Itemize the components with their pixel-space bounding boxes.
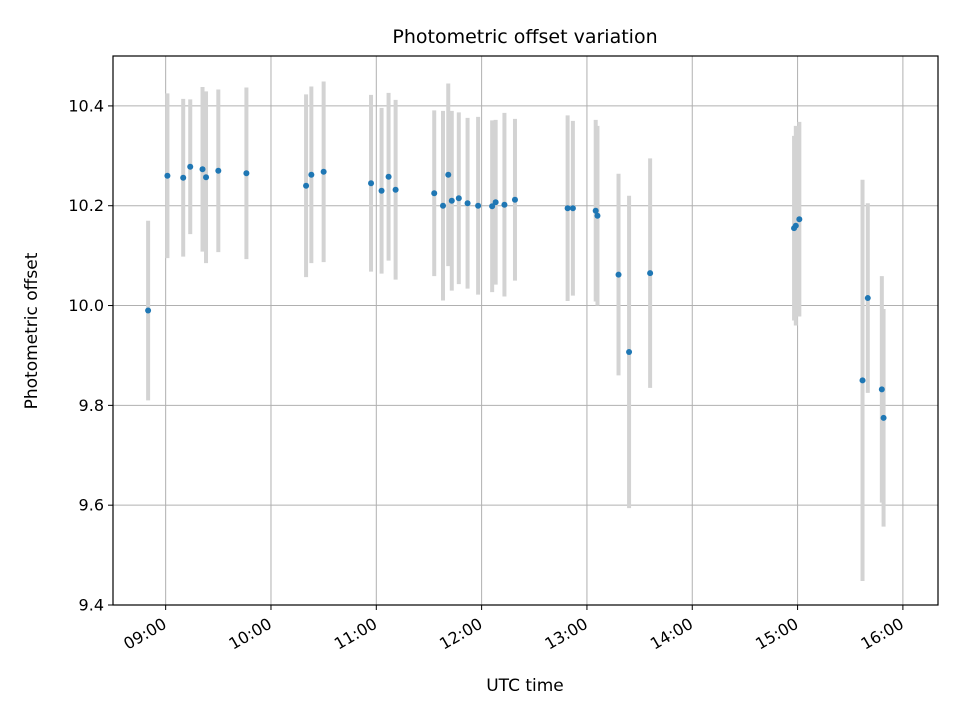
data-point xyxy=(489,203,496,210)
data-point xyxy=(378,187,385,194)
data-point xyxy=(145,307,152,314)
data-point xyxy=(187,163,194,170)
data-point xyxy=(385,173,392,180)
data-point xyxy=(215,167,222,174)
data-point xyxy=(564,205,571,212)
data-point xyxy=(626,348,633,355)
y-tick-label: 10.0 xyxy=(68,296,104,315)
data-point xyxy=(475,202,482,209)
data-point xyxy=(647,270,654,277)
data-point xyxy=(203,174,210,181)
data-point xyxy=(368,180,375,187)
data-point xyxy=(859,377,866,384)
data-point xyxy=(594,212,601,219)
data-point xyxy=(431,190,438,197)
chart-title: Photometric offset variation xyxy=(392,26,657,48)
y-tick-label: 9.4 xyxy=(79,596,104,615)
data-point xyxy=(501,201,508,208)
data-point xyxy=(199,166,206,173)
data-point xyxy=(511,196,518,203)
data-point xyxy=(243,170,250,177)
data-point xyxy=(878,386,885,393)
x-axis-label: UTC time xyxy=(486,676,564,696)
data-points xyxy=(145,163,887,421)
data-point xyxy=(492,199,499,206)
plot-frame xyxy=(112,55,939,606)
y-tick-label: 9.6 xyxy=(79,496,104,515)
data-point xyxy=(308,171,315,178)
data-point xyxy=(303,182,310,189)
data-point xyxy=(320,168,327,175)
data-point xyxy=(164,172,171,179)
data-point xyxy=(464,200,471,207)
data-point xyxy=(592,207,599,214)
data-point xyxy=(792,222,799,229)
y-tick-label: 10.2 xyxy=(68,196,104,215)
data-point xyxy=(392,186,399,193)
y-tick-label: 9.8 xyxy=(79,396,104,415)
data-point xyxy=(455,195,462,202)
data-point xyxy=(880,414,887,421)
data-point xyxy=(180,174,187,181)
y-axis-ticks: 9.4 9.6 9.8 10.0 10.2 10.4 xyxy=(68,96,113,615)
y-axis-label: Photometric offset xyxy=(22,252,42,409)
data-point xyxy=(796,216,803,223)
data-point xyxy=(864,295,871,302)
data-point xyxy=(445,171,452,178)
data-point xyxy=(615,271,622,278)
y-tick-label: 10.4 xyxy=(68,96,104,115)
data-point xyxy=(440,202,446,209)
data-point xyxy=(569,205,576,212)
data-point xyxy=(448,197,455,204)
